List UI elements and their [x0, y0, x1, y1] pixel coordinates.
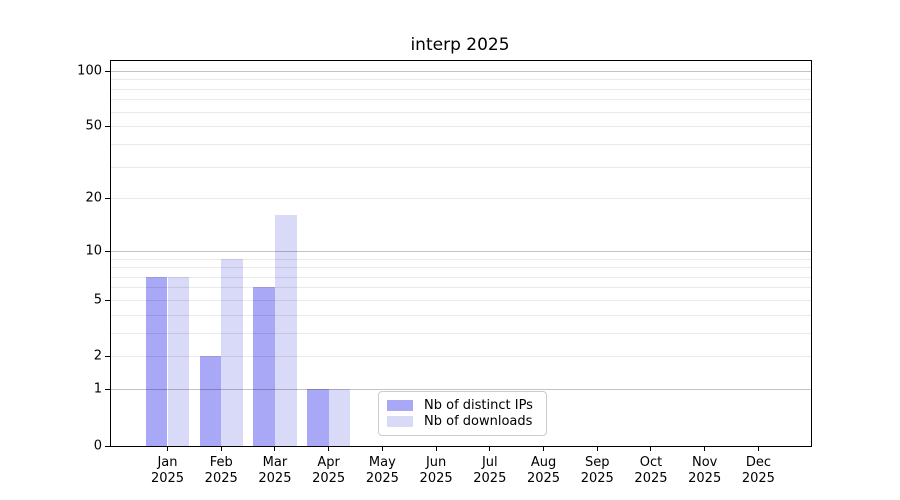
x-tick-jul: [489, 446, 491, 451]
legend-swatch-distinct-ips: [387, 399, 413, 411]
x-tick-jun: [435, 446, 437, 451]
legend-entry-downloads: Nb of downloads: [387, 414, 538, 429]
x-tick-label-dec: Dec 2025: [741, 455, 775, 486]
y-tick-20: [105, 198, 110, 200]
x-tick-label-may: May 2025: [365, 455, 399, 486]
legend-entry-distinct-ips: Nb of distinct IPs: [387, 398, 538, 413]
bar-nb-of-downloads-jan: [167, 276, 190, 446]
plot-area: Nb of distinct IPs Nb of downloads 0 1 2 5 1…: [77, 60, 812, 486]
bar-nb-of-downloads-mar: [274, 215, 297, 446]
y-tick-5: [105, 299, 110, 301]
x-tick-aug: [543, 446, 545, 451]
y-tick-label-20: 20: [85, 190, 102, 206]
x-tick-mar: [274, 446, 276, 451]
x-tick-feb: [220, 446, 222, 451]
x-tick-nov: [704, 446, 706, 451]
y-tick-label-50: 50: [85, 118, 102, 134]
bar-nb-of-distinct-ips-feb: [199, 356, 222, 446]
y-tick-label-5: 5: [93, 292, 102, 308]
legend: Nb of distinct IPs Nb of downloads: [378, 391, 547, 436]
x-tick-may: [381, 446, 383, 451]
x-tick-label-jul: Jul 2025: [473, 455, 507, 486]
x-tick-label-apr: Apr 2025: [312, 455, 346, 486]
x-tick-apr: [328, 446, 330, 451]
y-tick-2: [105, 356, 110, 358]
bar-nb-of-downloads-feb: [221, 258, 243, 446]
y-tick-100: [105, 70, 110, 72]
x-tick-jan: [167, 446, 168, 451]
legend-label-downloads: Nb of downloads: [424, 414, 533, 430]
x-tick-dec: [757, 446, 759, 451]
x-tick-label-aug: Aug 2025: [526, 455, 561, 486]
y-tick-10: [105, 250, 110, 252]
y-tick-label-2: 2: [93, 348, 102, 364]
legend-label-distinct-ips: Nb of distinct IPs: [424, 397, 533, 413]
legend-swatch-downloads: [387, 416, 413, 428]
x-tick-label-mar: Mar 2025: [258, 455, 292, 486]
bar-nb-of-distinct-ips-apr: [307, 389, 329, 446]
bar-nb-of-distinct-ips-jan: [145, 276, 168, 446]
bar-nb-of-distinct-ips-mar: [253, 287, 275, 446]
x-tick-label-oct: Oct 2025: [634, 455, 668, 486]
y-tick-50: [105, 126, 110, 128]
x-tick-label-nov: Nov 2025: [688, 455, 722, 486]
x-tick-label-jan: Jan 2025: [150, 455, 185, 486]
y-tick-label-0: 0: [93, 438, 102, 453]
y-tick-label-10: 10: [85, 243, 102, 259]
y-tick-label-1: 1: [93, 381, 102, 397]
y-tick-1: [105, 389, 110, 391]
x-tick-sep: [596, 446, 598, 451]
x-tick-label-jun: Jun 2025: [419, 455, 453, 486]
x-tick-oct: [650, 446, 652, 451]
bars-layer: [111, 61, 811, 446]
x-tick-label-feb: Feb 2025: [204, 455, 238, 486]
chart-title: interp 2025: [410, 35, 510, 55]
bar-nb-of-downloads-apr: [328, 389, 351, 446]
y-tick-label-100: 100: [77, 63, 102, 79]
x-tick-label-sep: Sep 2025: [580, 455, 614, 486]
y-tick-0: [105, 445, 110, 447]
